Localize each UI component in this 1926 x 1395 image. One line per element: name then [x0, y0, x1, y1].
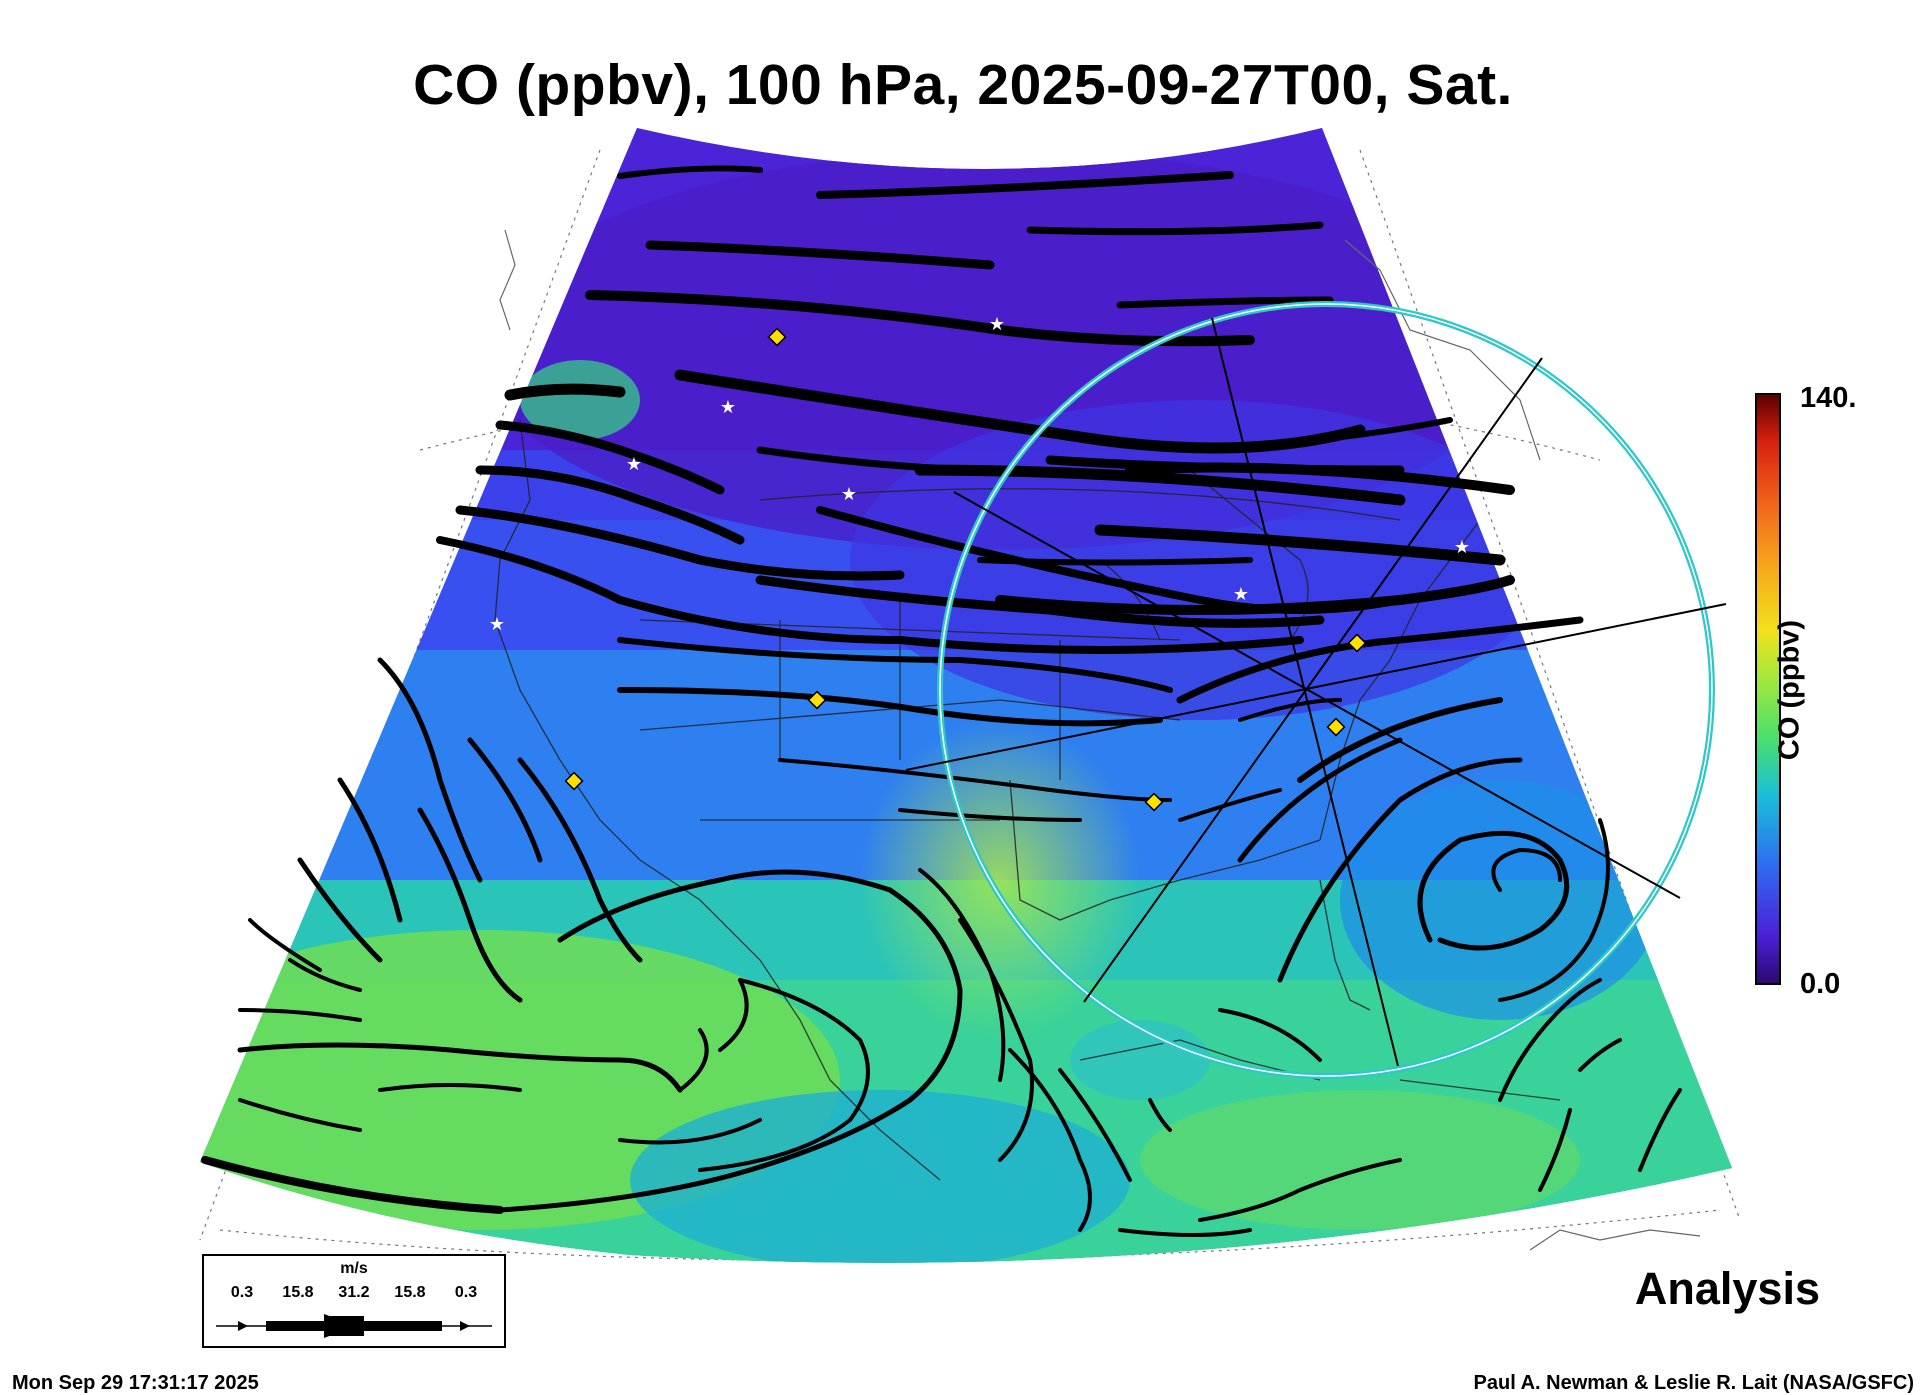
timestamp: Mon Sep 29 17:31:17 2025	[12, 1372, 259, 1394]
analysis-label: Analysis	[1634, 1263, 1820, 1314]
legend-tick: 0.3	[230, 1284, 254, 1301]
sonde-markers	[564, 327, 1367, 812]
colorbar-min-label: 0.0	[1800, 968, 1841, 1000]
legend-arrow-scale	[216, 1314, 492, 1338]
star-marker: ★	[841, 484, 857, 505]
diamond-marker	[767, 327, 787, 347]
diamond-marker	[1144, 792, 1164, 812]
legend-tick: 31.2	[338, 1284, 370, 1301]
legend-tick: 0.3	[454, 1284, 478, 1301]
wind-streamlines	[201, 165, 1682, 1237]
colorbar-axis-label: CO (ppbv)	[1773, 619, 1806, 761]
star-marker: ★	[989, 314, 1005, 335]
star-marker: ★	[489, 614, 505, 635]
co-field	[200, 128, 1732, 1263]
colorbar	[1755, 393, 1781, 985]
legend-tick: 15.8	[282, 1284, 314, 1301]
range-ring	[905, 301, 1727, 1079]
coastline-outside	[499, 229, 1701, 1251]
legend-unit: m/s	[340, 1260, 368, 1277]
wind-speed-legend: m/s 0.3 15.8 31.2 15.8 0.3	[202, 1254, 506, 1348]
legend-tick: 15.8	[394, 1284, 426, 1301]
star-marker: ★	[1233, 584, 1249, 605]
diamond-marker	[1326, 717, 1346, 737]
colorbar-max-label: 140.	[1800, 382, 1857, 414]
diamond-marker	[1347, 633, 1367, 653]
diamond-marker	[564, 771, 584, 791]
star-marker: ★	[720, 397, 736, 418]
star-marker: ★	[626, 454, 642, 475]
map-title: CO (ppbv), 100 hPa, 2025-09-27T00, Sat.	[413, 53, 1513, 117]
credit: Paul A. Newman & Leslie R. Lait (NASA/GS…	[1473, 1372, 1914, 1394]
station-stars: ★ ★ ★ ★ ★ ★ ★	[489, 314, 1470, 635]
diamond-marker	[807, 690, 827, 710]
star-marker: ★	[1454, 537, 1470, 558]
